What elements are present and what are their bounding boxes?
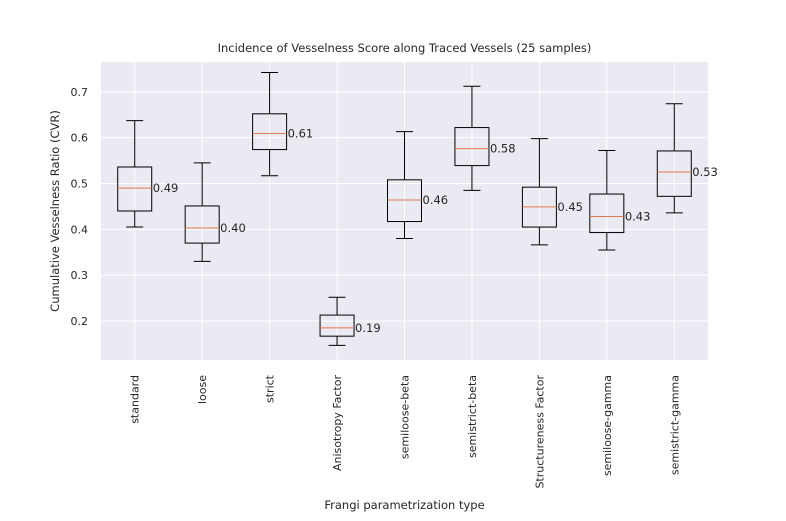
y-tick-label: 0.3 bbox=[71, 269, 89, 282]
box-group bbox=[252, 72, 288, 177]
chart-title: Incidence of Vesselness Score along Trac… bbox=[218, 41, 592, 55]
box-group bbox=[319, 296, 355, 346]
median-label: 0.46 bbox=[423, 193, 449, 207]
iqr-box bbox=[252, 113, 288, 151]
median-label: 0.53 bbox=[692, 165, 718, 179]
iqr-box bbox=[454, 127, 490, 167]
box-group bbox=[117, 120, 153, 228]
median-label: 0.49 bbox=[153, 181, 179, 195]
x-tick-label: semiloose-gamma bbox=[601, 375, 614, 476]
iqr-box bbox=[117, 166, 153, 212]
median-annotations: 0.49 0.40 0.61 0.19 0.46 0.58 0.45 0.43 0.53 bbox=[153, 127, 718, 335]
box-group bbox=[656, 103, 692, 214]
box-group bbox=[387, 131, 422, 240]
iqr-box bbox=[319, 314, 355, 337]
x-tick-label: semiloose-beta bbox=[399, 375, 412, 459]
x-tick-label: loose bbox=[196, 375, 209, 404]
x-axis-label: Frangi parametrization type bbox=[324, 498, 484, 512]
x-tick-label: standard bbox=[129, 375, 142, 424]
median-label: 0.61 bbox=[288, 127, 314, 141]
x-tick-label: semistrict-beta bbox=[466, 375, 479, 458]
y-tick-labels: 0.2 0.3 0.4 0.5 0.6 0.7 bbox=[71, 86, 89, 328]
box-group bbox=[521, 138, 557, 246]
x-tick-label: strict bbox=[264, 374, 277, 403]
median-label: 0.43 bbox=[625, 210, 651, 224]
median-label: 0.45 bbox=[557, 200, 583, 214]
x-tick-label: Structureness Factor bbox=[533, 375, 546, 489]
y-axis-label: Cumulative Vesselness Ratio (CVR) bbox=[48, 110, 62, 312]
y-tick-label: 0.5 bbox=[71, 177, 89, 190]
iqr-box bbox=[656, 150, 692, 197]
x-tick-labels: standard loose strict Anisotropy Factor semi… bbox=[129, 374, 682, 488]
median-label: 0.58 bbox=[490, 142, 516, 156]
iqr-box bbox=[387, 179, 422, 223]
x-tick-label: semistrict-gamma bbox=[668, 375, 681, 475]
box-series bbox=[117, 72, 692, 346]
box-group bbox=[454, 85, 490, 191]
y-tick-label: 0.6 bbox=[71, 132, 89, 145]
median-label: 0.19 bbox=[355, 321, 381, 335]
box-group bbox=[184, 162, 220, 262]
iqr-box bbox=[589, 193, 625, 234]
iqr-box bbox=[184, 205, 220, 244]
y-tick-label: 0.2 bbox=[71, 315, 89, 328]
x-tick-label: Anisotropy Factor bbox=[331, 375, 344, 471]
box-group bbox=[589, 149, 625, 251]
median-label: 0.40 bbox=[220, 221, 246, 235]
y-tick-label: 0.4 bbox=[71, 223, 89, 236]
y-tick-label: 0.7 bbox=[71, 86, 89, 99]
